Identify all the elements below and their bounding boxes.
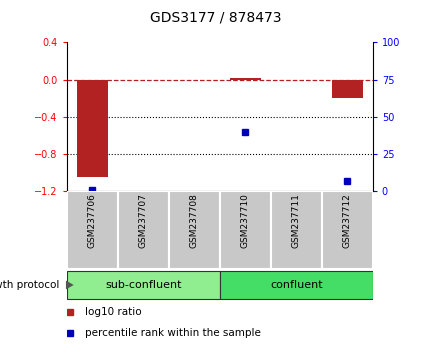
- Text: percentile rank within the sample: percentile rank within the sample: [85, 328, 261, 338]
- Bar: [117, 191, 169, 269]
- Bar: [219, 271, 372, 299]
- Bar: [321, 191, 372, 269]
- Text: log10 ratio: log10 ratio: [85, 307, 141, 316]
- Text: GSM237707: GSM237707: [138, 194, 147, 249]
- Bar: [67, 191, 117, 269]
- Text: confluent: confluent: [269, 280, 322, 290]
- Bar: [230, 78, 260, 80]
- Bar: [77, 80, 108, 177]
- Text: GSM237710: GSM237710: [240, 194, 249, 249]
- Text: GSM237711: GSM237711: [291, 194, 300, 249]
- Text: GDS3177 / 878473: GDS3177 / 878473: [149, 11, 281, 25]
- Text: GSM237712: GSM237712: [342, 194, 351, 248]
- Text: sub-confluent: sub-confluent: [105, 280, 181, 290]
- Bar: [67, 271, 219, 299]
- Bar: [169, 191, 219, 269]
- Text: GSM237706: GSM237706: [88, 194, 97, 249]
- Bar: [331, 80, 362, 98]
- Bar: [270, 191, 321, 269]
- Text: growth protocol: growth protocol: [0, 280, 62, 290]
- Bar: [219, 191, 270, 269]
- Text: GSM237708: GSM237708: [189, 194, 198, 249]
